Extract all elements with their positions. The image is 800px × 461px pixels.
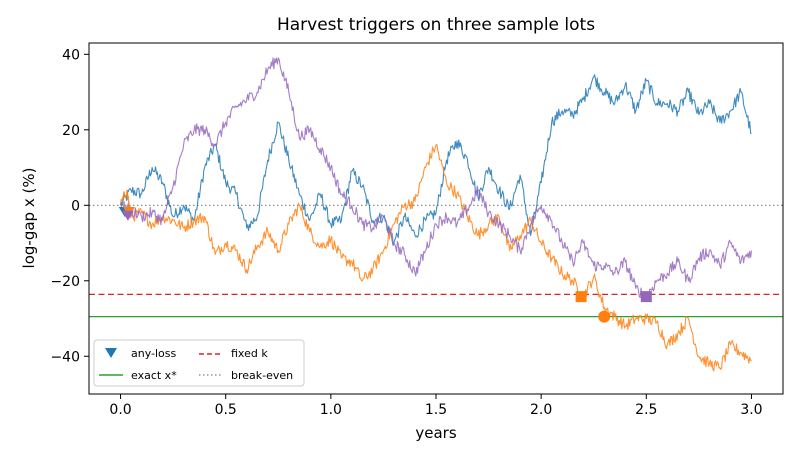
x-tick-label-1: 0.5 xyxy=(215,402,237,418)
x-axis: 0.0 0.5 1.0 1.5 2.0 2.5 3.0 xyxy=(109,394,763,418)
fixed-k-marker-3 xyxy=(575,291,587,303)
chart-title: Harvest triggers on three sample lots xyxy=(277,15,595,35)
y-tick-label-4: 40 xyxy=(62,47,80,63)
reference-lines xyxy=(89,204,783,318)
x-axis-label: years xyxy=(415,424,456,442)
x-tick-label-3: 1.5 xyxy=(425,402,447,418)
y-axis-label: log-gap x (%) xyxy=(20,168,38,269)
legend-triangle-icon xyxy=(105,348,117,358)
legend-label-any-loss: any-loss xyxy=(131,347,177,360)
y-tick-label-0: −40 xyxy=(50,349,80,365)
fixed-k-marker-4 xyxy=(640,291,652,303)
legend: any-loss exact x* fixed k break-even xyxy=(93,339,305,387)
y-tick-label-2: 0 xyxy=(71,198,80,214)
event-markers xyxy=(118,206,652,323)
legend-label-fixed: fixed k xyxy=(231,347,268,360)
y-axis: −40 −20 0 20 40 xyxy=(50,47,89,365)
y-tick-label-3: 20 xyxy=(62,123,80,139)
y-tick-label-1: −20 xyxy=(50,274,80,290)
x-tick-label-5: 2.5 xyxy=(635,402,657,418)
legend-box xyxy=(93,339,305,387)
exact-marker-5 xyxy=(598,310,611,323)
any-loss-marker-2 xyxy=(121,210,134,221)
legend-label-exact: exact x* xyxy=(131,369,177,382)
x-tick-label-2: 1.0 xyxy=(320,402,342,418)
legend-label-break-even: break-even xyxy=(231,369,293,382)
series-line-1 xyxy=(119,144,752,372)
x-tick-label-0: 0.0 xyxy=(109,402,131,418)
series-line-0 xyxy=(119,74,752,247)
x-tick-label-4: 2.0 xyxy=(530,402,552,418)
x-tick-label-6: 3.0 xyxy=(740,402,762,418)
